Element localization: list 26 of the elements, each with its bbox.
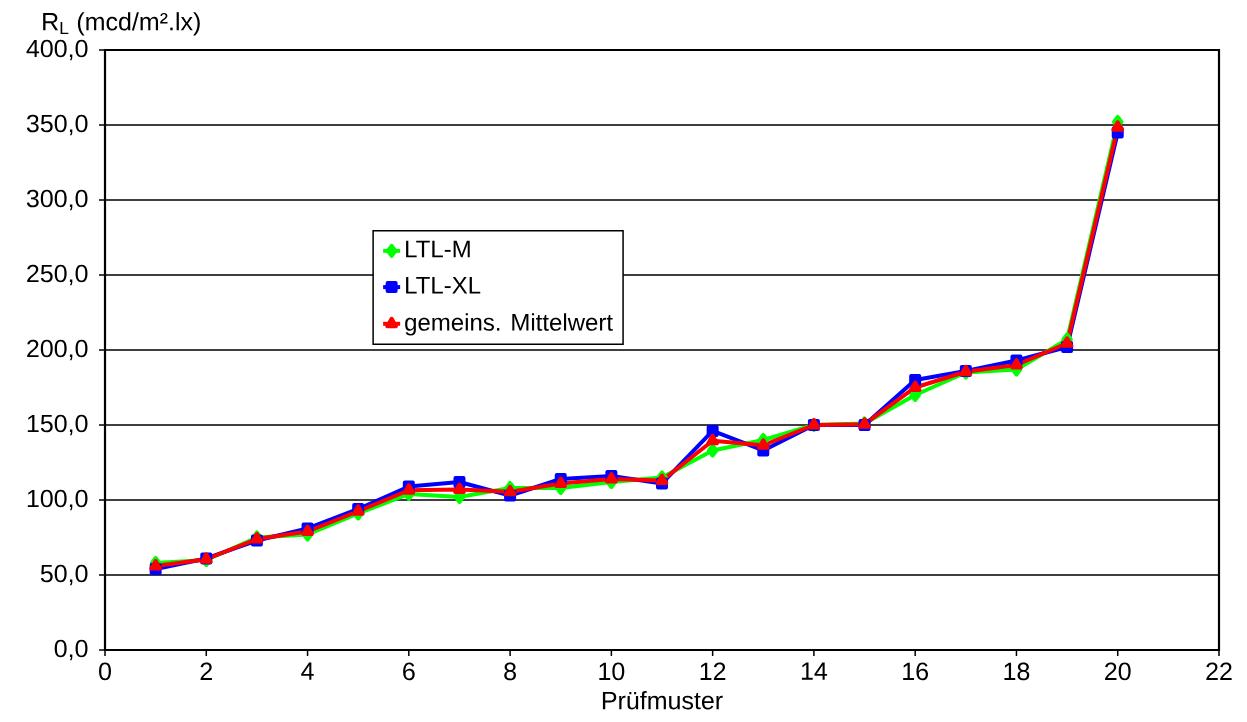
y-tick-label: 50,0 (40, 564, 88, 586)
x-tick-label: 18 (1004, 662, 1030, 681)
x-tick-label: 6 (403, 662, 415, 681)
y-tick-label: 150,0 (27, 414, 88, 436)
y-tick-label: 400,0 (26, 39, 88, 61)
legend-label: LTL-M (406, 240, 470, 258)
x-axis-title: Prüfmuster (602, 691, 723, 710)
x-tick-label: 16 (903, 662, 928, 681)
x-tick-label: 22 (1206, 662, 1232, 680)
legend-label: LTL-XL (406, 276, 481, 294)
x-tick-label: 2 (200, 662, 212, 680)
y-tick-label: 200,0 (27, 339, 88, 361)
legend-label: gemeins. Mittelwert (405, 313, 613, 336)
x-tick-label: 4 (301, 662, 314, 680)
x-tick-label: 12 (700, 662, 726, 680)
x-tick-label: 8 (504, 662, 516, 681)
x-tick-label: 0 (99, 662, 111, 681)
x-tick-label: 20 (1105, 662, 1131, 681)
y-tick-label: 350,0 (26, 114, 88, 136)
y-tick-label: 100,0 (27, 489, 88, 511)
y-axis-title: R$_{L}$ (mcd/m².lx) (43, 12, 200, 36)
y-tick-label: 250,0 (27, 264, 88, 286)
x-tick-label: 10 (599, 662, 625, 681)
y-tick-label: 300,0 (26, 189, 88, 211)
x-tick-label: 14 (801, 662, 828, 680)
y-tick-label: 0,0 (54, 639, 88, 661)
